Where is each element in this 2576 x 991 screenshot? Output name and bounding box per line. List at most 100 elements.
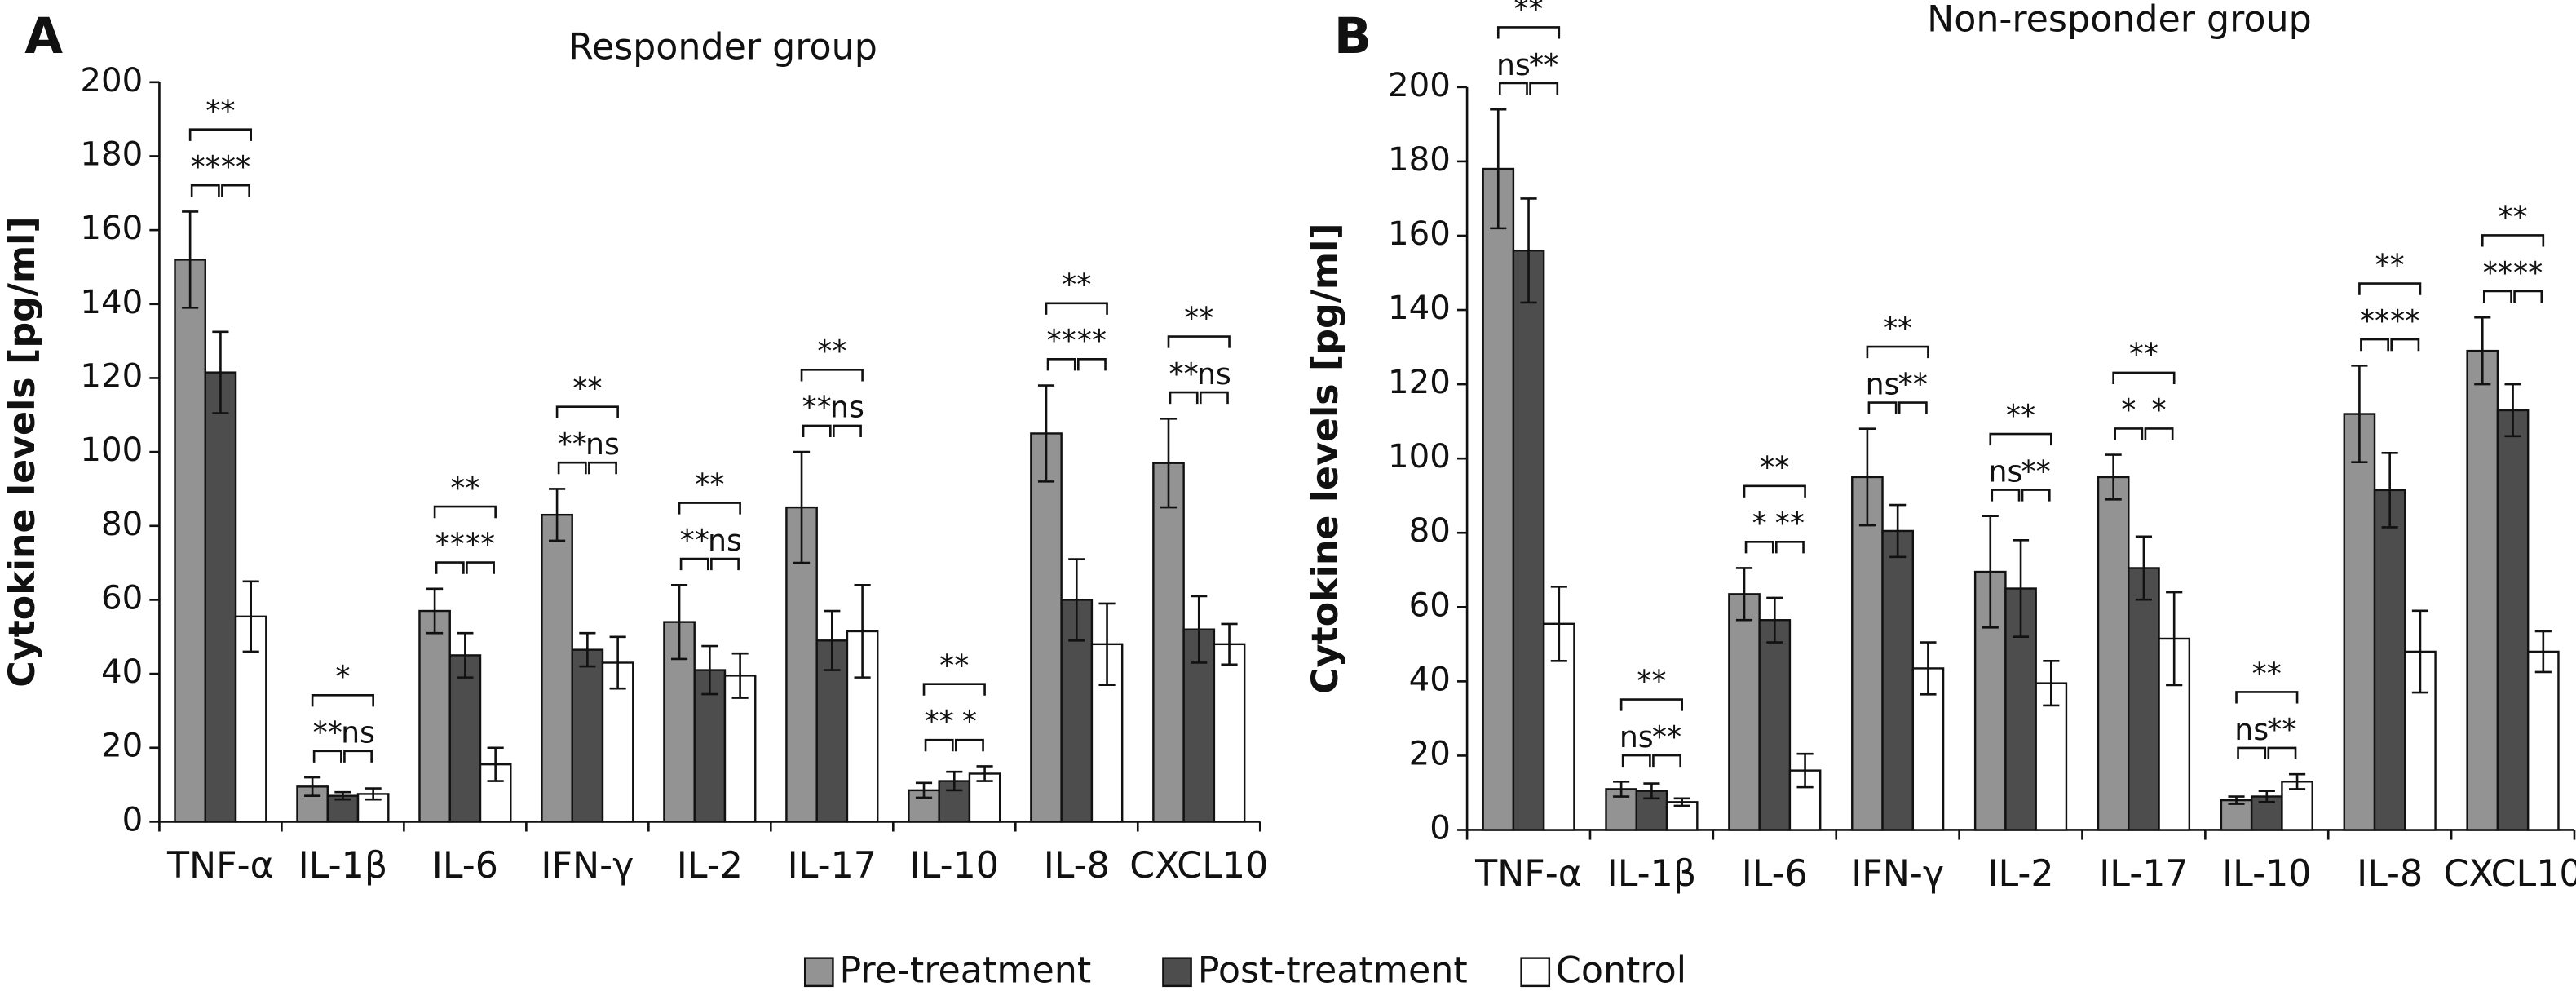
sig-label: ** [2375,247,2405,282]
error-bar [2012,539,2030,639]
error-bar [2351,365,2368,464]
sig-label: ns [2234,712,2269,747]
error-bar [426,587,444,635]
sig-bracket [2114,427,2144,440]
legend-label: Pre-treatment [839,950,1091,991]
y-tick-label: 60 [1409,586,1451,624]
error-bar [1550,585,1567,662]
sig-label: ns [1866,366,1900,401]
error-bar [2504,383,2521,438]
error-bar [1520,197,1537,304]
y-tick-label: 140 [1388,289,1451,327]
sig-label: ** [1898,366,1928,401]
sig-bracket [922,683,986,696]
sig-label: ** [1652,719,1681,754]
legend-swatch [803,957,834,988]
error-bar [854,583,871,679]
bar [1851,476,1884,831]
error-bar [1098,602,1116,687]
error-bar [2474,316,2491,386]
sig-label: ** [2483,255,2512,290]
error-bar [1160,418,1178,509]
sig-bracket [2021,489,2051,502]
sig-bracket [2112,371,2176,384]
x-tick-label: IL-17 [2099,853,2188,895]
error-bar [976,765,993,782]
sig-bracket [1652,754,1681,768]
x-tick-label: IL-8 [2357,853,2423,895]
sig-label: ** [450,471,479,506]
sig-label: * [2121,392,2136,427]
bar [1512,249,1545,831]
sig-bracket [1989,432,2052,446]
sig-label: ** [925,704,954,739]
bar [1728,593,1761,831]
sig-bracket [2267,746,2297,760]
sig-bracket [1076,357,1107,371]
error-bar [1889,503,1907,559]
sig-bracket [1621,754,1651,768]
error-bar [701,644,718,696]
x-tick-label: IFN-γ [1851,853,1944,895]
sig-bracket [955,738,984,752]
error-bar [1490,108,1507,230]
bar [1152,462,1185,823]
sig-bracket [557,461,587,475]
sig-label: ** [1637,663,1666,698]
y-axis-label: Cytokine levels [pg/ml] [1305,223,1346,693]
sig-label: ** [695,467,724,502]
bar [1213,643,1246,823]
y-tick-label: 100 [1388,437,1451,476]
sig-label: ** [2252,656,2282,691]
sig-bracket [1743,484,1806,498]
sig-label: ** [313,715,342,750]
sig-label: ns [1619,719,1654,754]
error-bar [2228,795,2245,805]
sig-label: ** [1169,356,1198,392]
sig-label: * [335,659,350,694]
x-tick-label: TNF-α [166,845,274,887]
error-bar [1068,558,1085,642]
sig-label: ns [585,427,620,462]
bar [174,259,206,823]
sig-label: ** [817,334,846,369]
y-tick-label: 0 [1429,808,1451,847]
sig-label: ** [802,390,832,425]
sig-bracket [710,557,740,571]
x-tick-label: IL-1β [1607,853,1696,895]
error-bar [182,210,199,309]
legend-swatch [1162,957,1192,988]
bar [1881,529,1915,831]
y-tick-label: 40 [1409,660,1451,698]
sig-label: ** [2129,337,2158,372]
y-tick-label: 40 [101,653,143,691]
error-bar [793,450,811,564]
sig-bracket [588,461,617,475]
bar [2035,682,2068,831]
sig-label: ** [572,371,602,406]
x-tick-label: CXCL10 [1129,845,1268,887]
bar [1758,619,1792,831]
sig-label: ** [2390,303,2419,338]
sig-bracket [1529,82,1559,95]
error-bar [1643,782,1660,800]
error-bar [242,580,259,653]
bar [1788,769,1822,831]
sig-bracket [1866,345,1929,359]
error-bar [334,790,351,801]
error-bar [2381,452,2398,529]
sig-bracket [1774,540,1805,554]
error-bar [1920,641,1937,696]
sig-label: ** [1062,268,1091,303]
sig-bracket [1045,302,1108,315]
sig-bracket [2360,338,2389,352]
error-bar [2105,453,2122,501]
error-bar [304,776,321,797]
error-bar [2258,790,2275,803]
sig-label: ** [221,149,250,184]
sig-label: ** [2006,398,2035,433]
x-tick-label: IL-6 [432,845,498,887]
sig-bracket [435,561,465,574]
sig-label: ** [1760,450,1789,485]
error-bar [2166,591,2183,687]
